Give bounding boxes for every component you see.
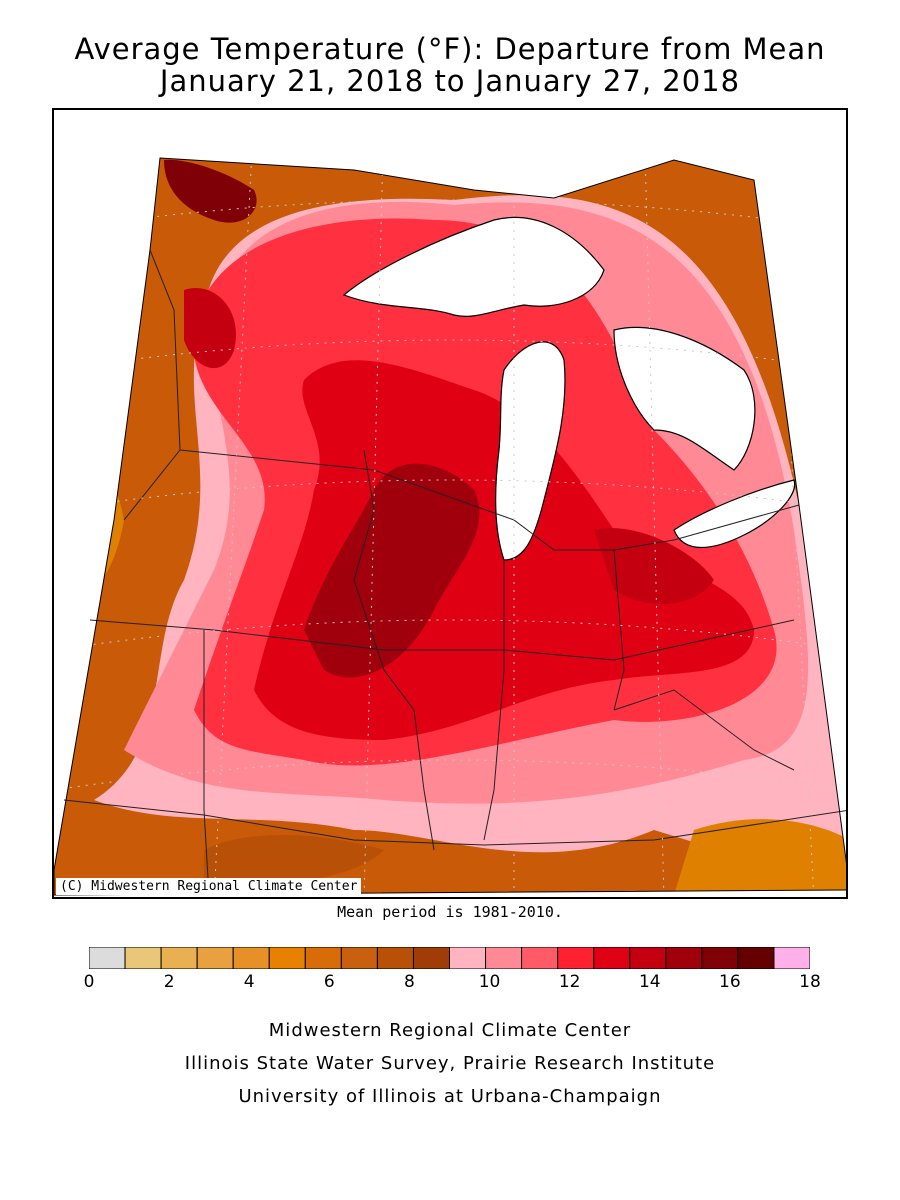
legend-tick-label: 2 [163,972,175,992]
color-legend [89,947,810,969]
legend-tick-label: 14 [638,972,661,992]
legend-swatch [701,947,739,969]
legend-tick-labels: 0 2 4 6 8 10 12 14 16 18 [0,972,900,996]
legend-swatch [304,947,342,969]
legend-tick-label: 10 [478,972,501,992]
legend-tick-label: 12 [558,972,581,992]
legend-swatch [629,947,667,969]
legend-tick-label: 6 [323,972,335,992]
footer-organization: Midwestern Regional Climate Center [268,1020,632,1041]
boundary-iowa-north [179,449,800,551]
lake-erie [673,479,796,549]
legend-swatch [412,947,451,969]
legend-swatch [737,947,775,969]
great-lakes [342,216,796,561]
legend-swatch [449,947,487,969]
legend-swatch [521,947,559,969]
band-16 [164,159,257,223]
legend-tick-label: 0 [83,972,95,992]
boundary-il-in [483,560,505,841]
boundary-ohio-river [613,689,795,771]
legend-swatch [593,947,631,969]
legend-tick-label: 18 [799,972,821,992]
legend-tick-label: 16 [719,972,741,992]
legend-swatch [89,947,126,969]
map-date-range: January 21, 2018 to January 27, 2018 [159,64,741,98]
legend-swatch [376,947,414,969]
map-title: Average Temperature (°F): Departure from… [74,32,826,66]
temperature-map [54,157,846,896]
map-frame: (C) Midwestern Regional Climate Center [52,108,848,899]
legend-swatch [124,947,162,969]
boundary-south [63,799,846,846]
band-14-ohio [594,528,714,604]
boundary-mn-dakota [123,249,181,521]
band-9-south [204,835,384,884]
legend-swatch [485,947,523,969]
legend-swatch [196,947,234,969]
band-6-southeast [674,819,846,895]
legend-swatch [268,947,306,969]
band-15 [304,463,480,678]
legend-swatch [773,947,810,969]
lake-huron [613,326,756,471]
legend-swatch [557,947,595,969]
mean-period-note: Mean period is 1981-2010. [337,903,563,921]
map-credit: (C) Midwestern Regional Climate Center [56,878,362,895]
band-14-northwest [184,288,236,369]
footer-survey: Illinois State Water Survey, Prairie Res… [184,1053,716,1074]
region-outline [54,157,846,896]
legend-tick-label: 8 [404,972,415,992]
legend-tick-label: 4 [243,972,255,992]
state-boundaries [63,249,846,896]
boundary-kansas [203,630,210,896]
legend-swatch [665,947,703,969]
legend-swatch [232,947,270,969]
lake-superior [342,216,605,317]
boundary-in-oh [613,549,625,711]
boundary-iowa-south [89,619,795,661]
legend-swatch [160,947,198,969]
lake-michigan [495,341,566,561]
legend-swatch [340,947,378,969]
footer-university: University of Illinois at Urbana-Champai… [238,1086,662,1107]
